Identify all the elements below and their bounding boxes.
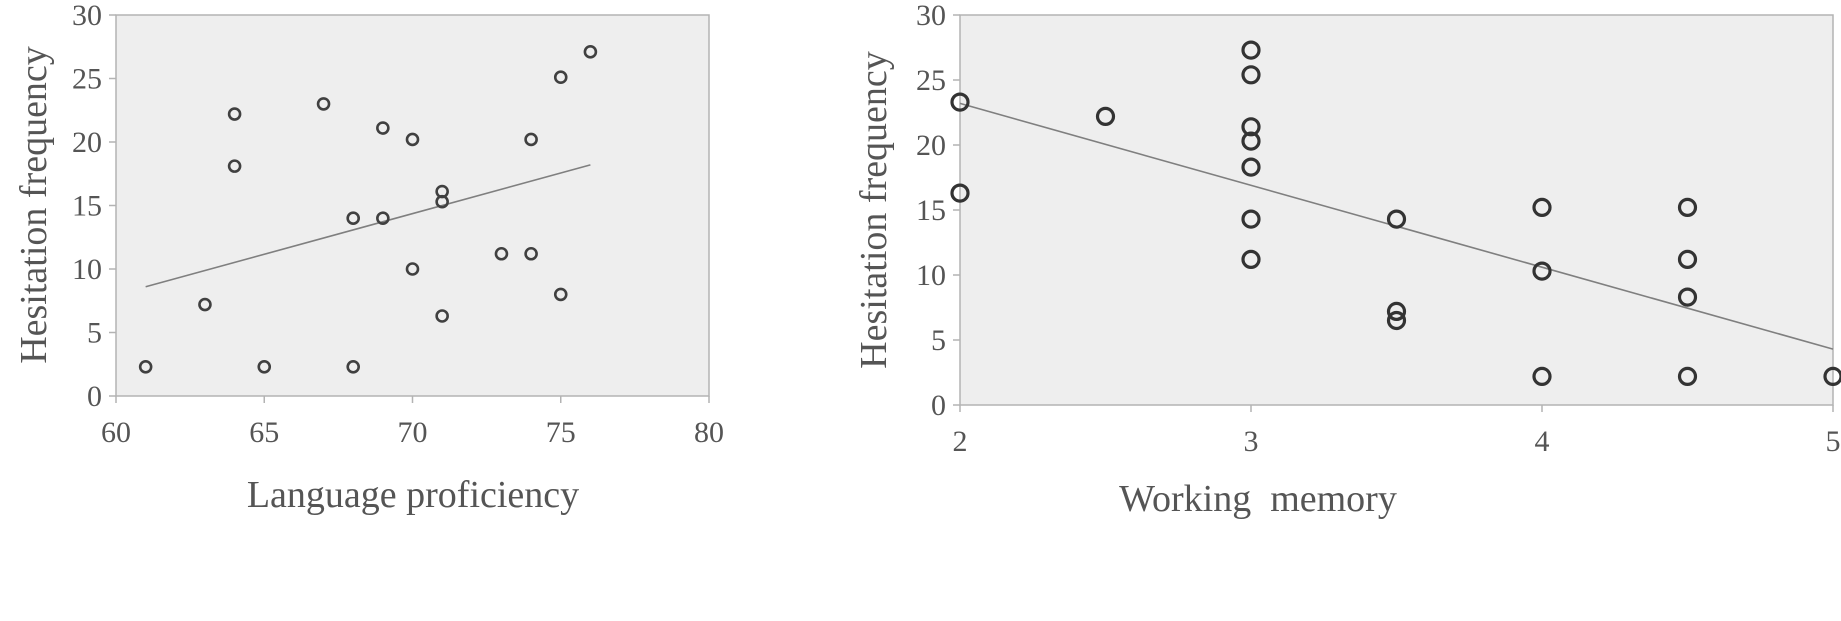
data-point — [1241, 249, 1261, 269]
data-point — [138, 359, 153, 374]
data-point — [1386, 209, 1407, 229]
data-point — [1823, 366, 1841, 386]
data-point — [435, 309, 449, 323]
data-point — [1241, 209, 1261, 229]
data-point — [198, 297, 212, 312]
y-tick-label: 10 — [72, 253, 102, 286]
axis-ticks: 0 5 10 15 20 25 30 60 65 70 75 80 — [72, 0, 724, 449]
data-point — [346, 211, 361, 225]
x-tick-label: 70 — [398, 416, 428, 449]
data-point — [227, 107, 242, 121]
data-point — [346, 359, 361, 374]
trendline-group — [145, 164, 591, 288]
y-tick-label: 15 — [72, 190, 102, 223]
y-tick-label: 5 — [87, 317, 102, 350]
data-point — [316, 97, 331, 111]
data-point — [376, 121, 390, 135]
data-point — [405, 132, 420, 147]
data-point — [405, 262, 420, 276]
x-tick-label: 2 — [953, 425, 968, 458]
data-point — [1241, 40, 1261, 60]
data-point — [1532, 366, 1552, 386]
points-group — [138, 45, 598, 374]
data-point — [1386, 310, 1407, 331]
y-tick-label: 25 — [72, 63, 102, 96]
y-tick-label: 15 — [916, 194, 946, 227]
y-tick-label: 30 — [72, 0, 102, 32]
data-point — [524, 246, 538, 261]
y-tick-label: 25 — [916, 64, 946, 97]
y-tick-label: 20 — [72, 126, 102, 159]
y-tick-label: 20 — [916, 129, 946, 162]
y-tick-label: 5 — [931, 324, 946, 357]
data-point — [950, 183, 970, 203]
chart-working-memory: 0 5 10 15 20 25 30 2 3 4 5 Working memory Hesitati… — [853, 0, 1841, 520]
x-axis-label: Language proficiency — [247, 474, 579, 516]
data-point — [1677, 197, 1698, 217]
data-point — [1532, 261, 1552, 281]
data-point — [257, 359, 272, 374]
data-point — [1241, 131, 1261, 151]
data-point — [1677, 287, 1698, 307]
y-tick-label: 0 — [931, 389, 946, 422]
x-tick-label: 60 — [101, 416, 131, 449]
y-axis-label: Hesitation frequency — [13, 46, 55, 364]
data-point — [950, 92, 970, 112]
x-tick-label: 80 — [694, 416, 724, 449]
data-point — [227, 159, 242, 173]
y-tick-label: 10 — [916, 259, 946, 292]
points-group — [950, 40, 1841, 386]
data-point — [1677, 249, 1698, 269]
data-point — [1241, 157, 1261, 177]
data-point — [494, 246, 509, 261]
x-tick-label: 65 — [249, 416, 279, 449]
data-point — [1241, 65, 1261, 85]
data-point — [435, 194, 449, 209]
x-tick-label: 4 — [1535, 425, 1550, 458]
data-point — [376, 211, 390, 225]
data-point — [583, 45, 598, 59]
x-tick-label: 3 — [1244, 425, 1259, 458]
y-tick-label: 30 — [916, 0, 946, 32]
data-point — [1677, 366, 1698, 386]
x-tick-label: 75 — [546, 416, 576, 449]
y-axis-label: Hesitation frequency — [853, 51, 895, 369]
data-point — [524, 132, 538, 147]
data-point — [553, 287, 568, 302]
plot-area — [115, 14, 710, 397]
x-tick-label: 5 — [1826, 425, 1841, 458]
data-point — [1095, 106, 1116, 127]
data-point — [553, 70, 568, 85]
chart-language-proficiency: 0 5 10 15 20 25 30 60 65 70 75 80 Language proficie… — [13, 0, 724, 516]
axis-ticks: 0 5 10 15 20 25 30 2 3 4 5 — [916, 0, 1841, 458]
trendline — [145, 164, 591, 288]
data-point — [1386, 301, 1407, 321]
data-point — [1532, 197, 1552, 217]
y-tick-label: 0 — [87, 380, 102, 413]
x-axis-label: Working memory — [1119, 478, 1397, 520]
data-point — [1241, 117, 1261, 137]
